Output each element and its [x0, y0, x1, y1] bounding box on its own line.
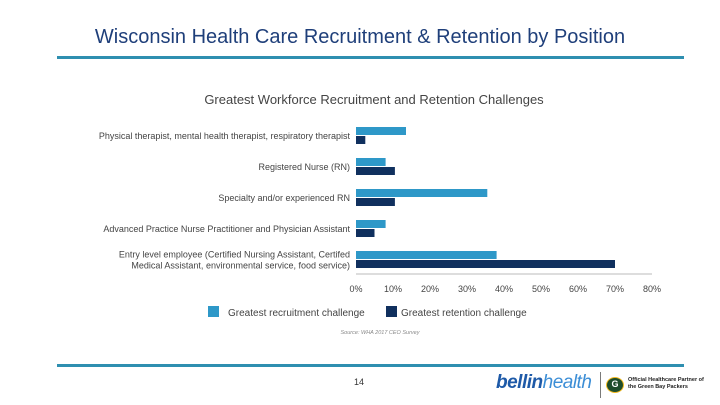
retention-bar [356, 167, 395, 175]
packers-g-logo-icon: G [606, 377, 624, 393]
partner-text: Official Healthcare Partner of the Green… [628, 377, 704, 390]
x-tick-label: 50% [532, 284, 550, 294]
source-note: Source: WHA 2017 CEO Survey [341, 330, 421, 336]
page-number: 14 [354, 377, 365, 387]
chart: Greatest Workforce Recruitment and Reten… [99, 92, 661, 336]
slide-title: Wisconsin Health Care Recruitment & Rete… [94, 26, 626, 48]
footer-logo: bellinhealth G Official Healthcare Partn… [496, 372, 706, 398]
title-divider [57, 56, 684, 59]
brand-part1: bellin [496, 372, 543, 393]
category-label: Entry level employee (Certified Nursing … [119, 250, 350, 260]
recruitment-bar [356, 251, 497, 259]
x-tick-label: 20% [421, 284, 439, 294]
bellin-health-logo: bellinhealth [496, 372, 592, 394]
category-label: Medical Assistant, environmental service… [131, 261, 350, 271]
footer-divider [57, 364, 684, 367]
recruitment-bar [356, 220, 386, 228]
recruitment-bar [356, 189, 488, 197]
retention-bar [356, 136, 366, 144]
recruitment-bar [356, 158, 386, 166]
category-label: Registered Nurse (RN) [258, 162, 350, 172]
category-label: Advanced Practice Nurse Practitioner and… [103, 224, 350, 234]
x-tick-label: 80% [643, 284, 661, 294]
x-tick-label: 40% [495, 284, 513, 294]
retention-bar [356, 198, 395, 206]
x-tick-label: 0% [349, 284, 362, 294]
x-tick-label: 60% [569, 284, 587, 294]
legend-swatch-recruitment [208, 306, 219, 317]
x-tick-label: 10% [384, 284, 402, 294]
retention-bar [356, 260, 615, 268]
legend-label-retention: Greatest retention challenge [401, 308, 527, 319]
retention-bar [356, 229, 375, 237]
legend-label-recruitment: Greatest recruitment challenge [228, 308, 365, 319]
legend-swatch-retention [386, 306, 397, 317]
x-tick-label: 30% [458, 284, 476, 294]
x-tick-label: 70% [606, 284, 624, 294]
brand-part2: health [542, 372, 592, 393]
chart-title: Greatest Workforce Recruitment and Reten… [204, 92, 544, 107]
logo-divider [600, 372, 601, 398]
recruitment-bar [356, 127, 406, 135]
category-label: Specialty and/or experienced RN [218, 193, 350, 203]
category-label: Physical therapist, mental health therap… [99, 131, 351, 141]
